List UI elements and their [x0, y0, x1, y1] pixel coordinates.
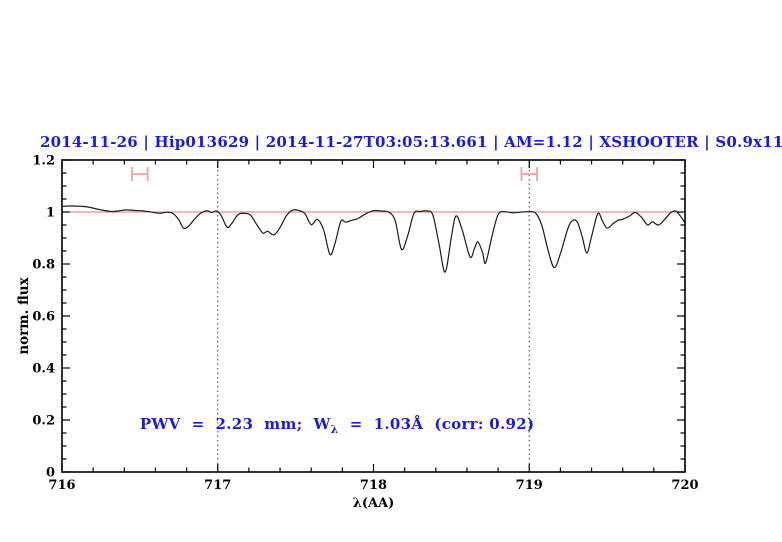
chart-title: 2014-11-26 | Hip013629 | 2014-11-27T03:0…	[40, 133, 782, 151]
y-tick-label: 0.8	[32, 258, 55, 273]
annotation-suffix: = 1.03Å (corr: 0.92)	[338, 414, 535, 433]
x-axis-label: λ(AA)	[352, 496, 395, 511]
y-tick-label: 1	[46, 206, 55, 221]
y-tick-label: 0.6	[32, 310, 55, 325]
spectrum-line	[61, 205, 686, 273]
y-axis-label: norm. flux	[16, 277, 32, 355]
y-tick-label: 0	[46, 466, 55, 481]
y-tick-label: 0.2	[32, 414, 55, 429]
pwv-annotation: PWV = 2.23 mm; Wλ = 1.03Å (corr: 0.92)	[140, 415, 535, 436]
y-tick-label: 0.4	[32, 362, 55, 377]
x-tick-label: 716	[48, 478, 75, 493]
y-tick-label: 1.2	[32, 154, 55, 169]
x-tick-label: 719	[516, 478, 543, 493]
annotation-prefix: PWV = 2.23 mm; W	[139, 414, 331, 433]
x-tick-label: 717	[204, 478, 231, 493]
annotation-lambda-subscript: λ	[330, 422, 339, 436]
x-tick-label: 718	[360, 478, 387, 493]
x-tick-label: 720	[671, 478, 698, 493]
